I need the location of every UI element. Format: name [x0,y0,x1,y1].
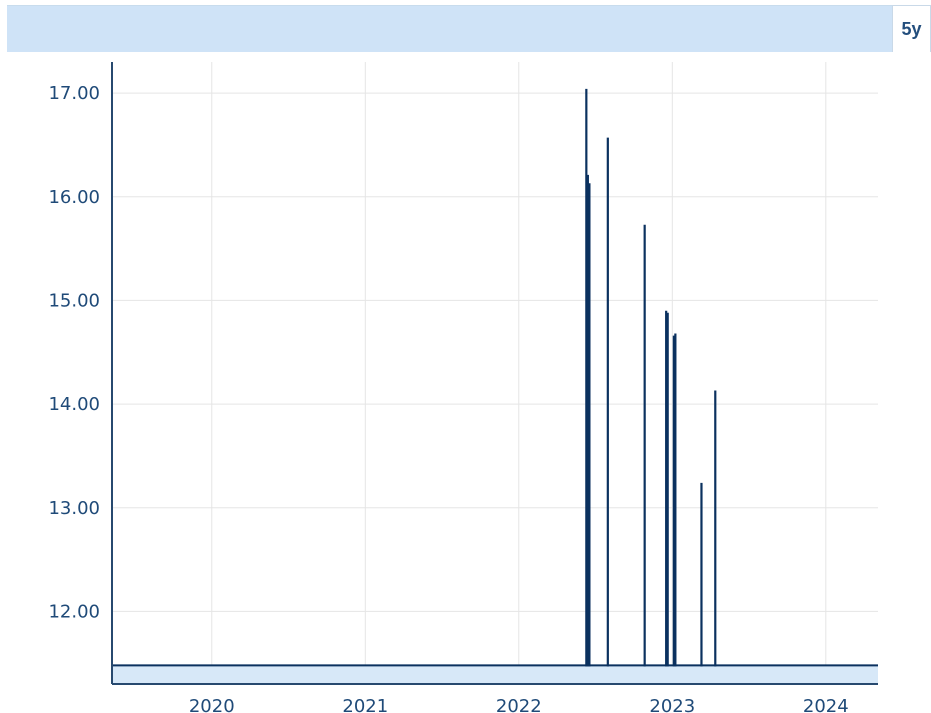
x-tick-label: 2020 [189,696,235,713]
y-tick-label: 17.00 [48,83,100,104]
axis-layer [111,62,878,685]
x-tick-label: 2022 [496,696,542,713]
y-tick-label: 15.00 [48,290,100,311]
label-layer: 17.00 16.00 15.00 14.00 13.00 12.00 2020 2021 20… [48,83,848,713]
baseline-band [112,665,878,684]
series-layer [112,88,878,667]
y-tick-label: 16.00 [48,187,100,208]
range-5y-button[interactable]: 5y [892,5,931,52]
x-tick-label: 2021 [342,696,388,713]
y-tick-label: 14.00 [48,394,100,415]
y-tick-label: 12.00 [48,601,100,622]
x-tick-label: 2023 [649,696,695,713]
y-tick-label: 13.00 [48,498,100,519]
x-tick-label: 2024 [803,696,849,713]
chart-header-bar [7,5,897,52]
baseline-band-layer [112,665,878,684]
grid-layer [112,62,878,684]
